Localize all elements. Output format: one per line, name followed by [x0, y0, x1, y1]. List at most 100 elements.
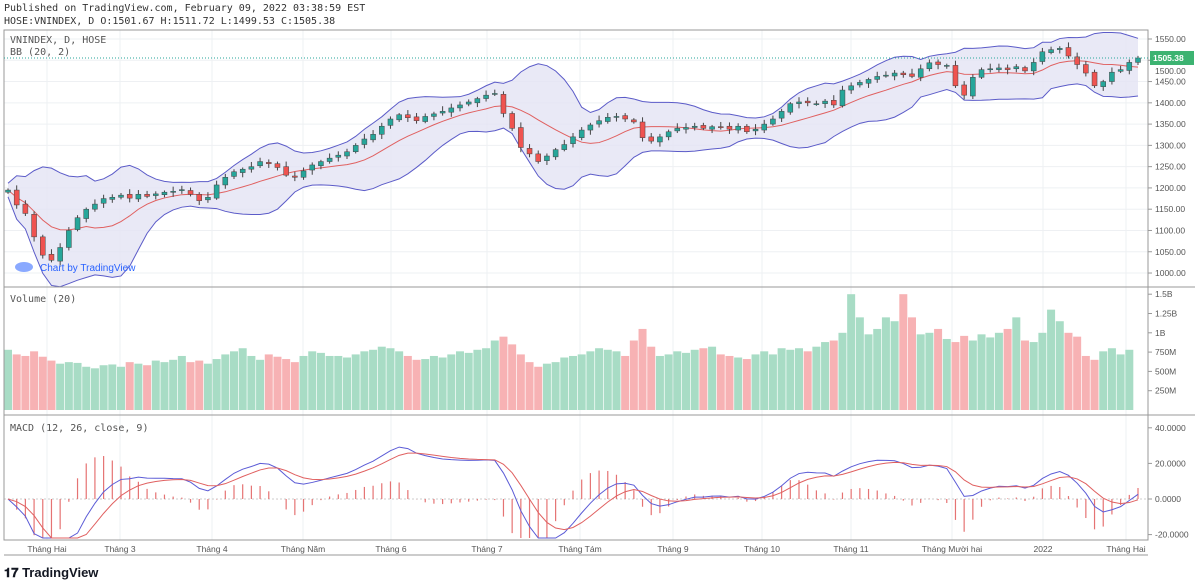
- volume-bar: [1064, 332, 1073, 410]
- volume-bar: [751, 354, 760, 410]
- candle: [596, 120, 602, 125]
- volume-bar: [708, 346, 717, 410]
- price-tick-label: 1550.00: [1155, 34, 1186, 44]
- candle: [309, 164, 315, 171]
- volume-bar: [203, 363, 212, 410]
- volume-bar: [4, 349, 12, 410]
- candle: [483, 94, 489, 99]
- candle: [1057, 48, 1063, 50]
- candle: [48, 254, 55, 261]
- candle: [657, 136, 663, 143]
- candle: [1083, 64, 1089, 74]
- volume-bar: [195, 360, 204, 410]
- candle: [917, 68, 924, 78]
- volume-legend[interactable]: Volume (20): [10, 294, 76, 305]
- volume-bar: [221, 354, 230, 410]
- candle: [135, 194, 142, 200]
- volume-bar: [734, 357, 743, 410]
- candle: [474, 98, 481, 104]
- volume-bar: [1081, 355, 1090, 410]
- price-tick-label: 1300.00: [1155, 140, 1186, 150]
- volume-bar: [577, 354, 586, 410]
- candle: [100, 198, 107, 204]
- candle: [822, 100, 828, 104]
- candle: [387, 118, 394, 126]
- candle: [1091, 71, 1098, 87]
- price-tick-label: 1100.00: [1155, 225, 1185, 235]
- time-tick-label: Tháng Hai: [27, 544, 66, 554]
- candle: [952, 65, 959, 87]
- time-tick-label: Tháng 11: [833, 544, 869, 554]
- volume-bar: [977, 334, 986, 410]
- candle: [996, 67, 1002, 70]
- volume-bar: [117, 366, 125, 410]
- time-tick-label: Tháng Hai: [1106, 544, 1145, 554]
- candle: [379, 125, 385, 135]
- volume-bar: [1125, 349, 1134, 410]
- volume-bar: [569, 355, 577, 410]
- candle: [292, 175, 298, 178]
- price-tick-label: 1450.00: [1155, 77, 1186, 87]
- candle: [187, 190, 194, 195]
- candle: [578, 129, 585, 138]
- candle: [326, 157, 333, 162]
- volume-bar: [247, 355, 256, 410]
- candle: [1100, 81, 1106, 87]
- macd-legend[interactable]: MACD (12, 26, close, 9): [10, 423, 148, 434]
- volume-bar: [1012, 317, 1021, 410]
- volume-bar: [525, 362, 534, 410]
- volume-bar: [290, 362, 299, 410]
- volume-bar: [629, 340, 638, 410]
- volume-bar: [1090, 359, 1099, 410]
- volume-bar: [847, 294, 856, 410]
- watermark-text: Chart by TradingView: [40, 263, 136, 274]
- volume-bar: [542, 363, 551, 410]
- candle: [153, 193, 159, 196]
- time-tick-label: Tháng 4: [196, 544, 227, 554]
- candle: [248, 166, 255, 170]
- candle: [987, 68, 993, 71]
- volume-bar: [716, 354, 725, 410]
- volume-bar: [516, 354, 525, 410]
- volume-bar: [47, 360, 56, 410]
- tradingview-logo-icon: 𝟏𝟕: [4, 565, 23, 580]
- watermark[interactable]: Chart by TradingView: [15, 262, 136, 274]
- volume-bar: [777, 348, 786, 410]
- volume-bar: [812, 346, 821, 410]
- volume-bar: [1021, 340, 1029, 410]
- symbol-legend[interactable]: VNINDEX, D, HOSE: [10, 35, 106, 46]
- candle: [674, 128, 681, 132]
- candle: [631, 119, 637, 123]
- bb-legend[interactable]: BB (20, 2): [10, 47, 70, 58]
- volume-bar: [603, 349, 612, 410]
- volume-bar: [1107, 348, 1116, 410]
- candle: [605, 117, 611, 122]
- candle: [891, 72, 898, 77]
- candle: [344, 151, 350, 157]
- candle: [40, 236, 46, 256]
- candle: [813, 103, 820, 105]
- volume-bar: [316, 352, 325, 410]
- candle: [5, 189, 11, 193]
- footer-logo[interactable]: 𝟏𝟕 TradingView: [4, 565, 99, 580]
- volume-bar: [768, 354, 777, 410]
- volume-bar: [490, 340, 499, 410]
- volume-bar: [942, 338, 951, 410]
- candle: [396, 114, 402, 121]
- candle: [970, 77, 976, 97]
- candle: [1048, 49, 1054, 53]
- candle: [161, 191, 168, 195]
- volume-bar: [647, 346, 656, 410]
- ohlc-readout: HOSE:VNINDEX, D O:1501.67 H:1511.72 L:14…: [4, 16, 336, 27]
- candle: [352, 145, 359, 153]
- volume-bar: [968, 340, 977, 410]
- candle: [266, 162, 272, 164]
- candle: [648, 136, 654, 142]
- candle: [196, 194, 202, 201]
- candle: [274, 163, 281, 168]
- candle: [535, 153, 541, 162]
- candle: [318, 161, 324, 167]
- volume-bar: [151, 360, 160, 410]
- volume-bar: [186, 362, 195, 410]
